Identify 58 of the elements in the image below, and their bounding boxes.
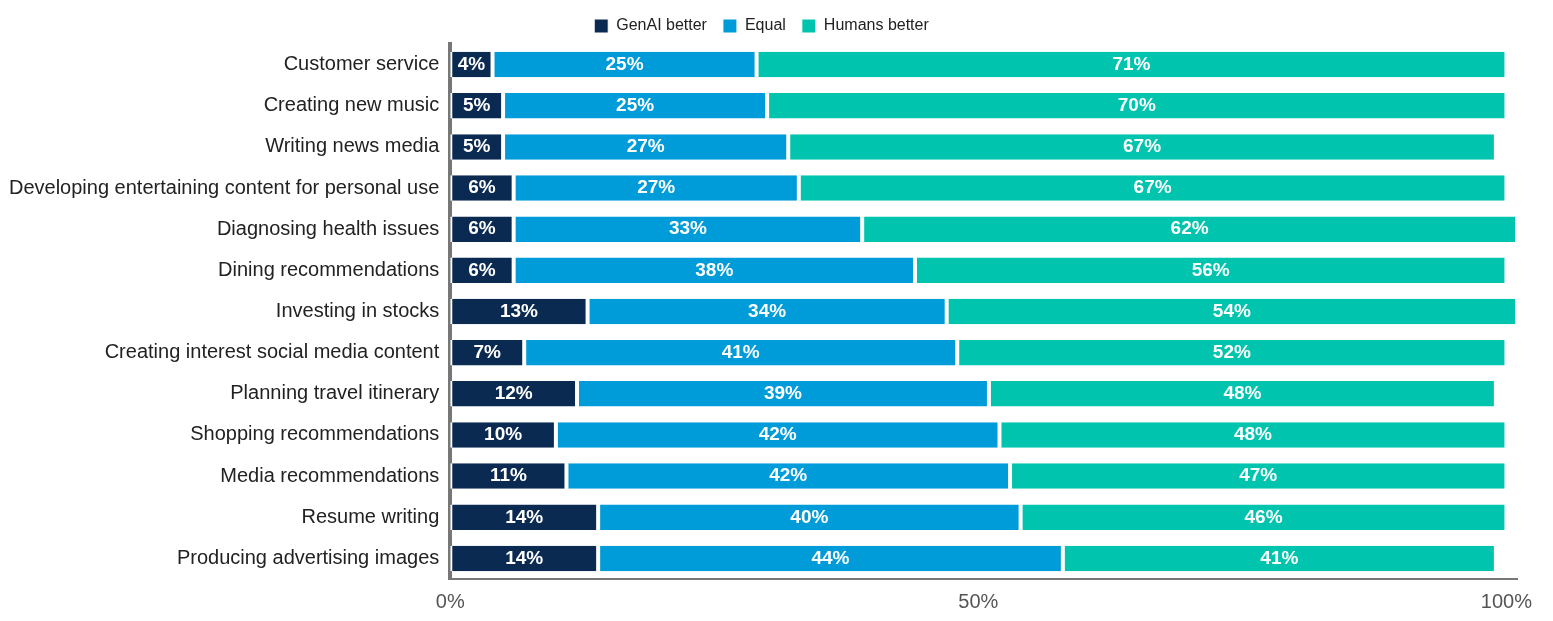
- data-label: 12%: [494, 382, 533, 404]
- x-tick-label: 100%: [1480, 589, 1533, 612]
- data-label: 5%: [462, 135, 491, 157]
- data-label: 38%: [695, 258, 734, 280]
- data-label: 25%: [605, 52, 644, 74]
- data-label: 4%: [457, 52, 486, 74]
- y-tick-label: Creating interest social media content: [104, 340, 440, 363]
- data-label: 6%: [468, 176, 496, 198]
- data-label: 25%: [616, 93, 655, 115]
- y-tick-label: Producing advertising images: [176, 545, 440, 568]
- data-label: 41%: [1260, 546, 1299, 568]
- y-tick-label: Resume writing: [301, 504, 440, 527]
- data-label: 34%: [748, 299, 787, 321]
- y-tick-label: Customer service: [283, 52, 440, 75]
- data-label: 52%: [1212, 340, 1251, 362]
- legend-label: Equal: [744, 16, 786, 34]
- y-tick-label: Writing news media: [265, 134, 441, 157]
- data-label: 14%: [505, 546, 544, 568]
- data-label: 70%: [1117, 93, 1156, 115]
- data-label: 7%: [473, 340, 502, 362]
- data-label: 6%: [468, 258, 496, 280]
- data-label: 67%: [1133, 176, 1172, 198]
- data-label: 6%: [468, 217, 496, 239]
- data-label: 42%: [758, 423, 797, 445]
- y-tick-label: Diagnosing health issues: [216, 216, 440, 239]
- y-tick-label: Creating new music: [263, 93, 440, 116]
- y-tick-label: Shopping recommendations: [190, 422, 440, 445]
- data-label: 47%: [1239, 464, 1278, 486]
- data-label: 62%: [1170, 217, 1209, 239]
- data-label: 39%: [763, 382, 803, 404]
- data-label: 48%: [1223, 382, 1262, 404]
- y-tick-label: Investing in stocks: [275, 299, 440, 322]
- data-label: 71%: [1112, 52, 1151, 74]
- data-label: 13%: [499, 299, 539, 321]
- y-tick-label: Dining recommendations: [218, 257, 440, 280]
- data-label: 67%: [1123, 135, 1162, 157]
- data-label: 5%: [462, 93, 491, 115]
- y-tick-label: Planning travel itinerary: [230, 381, 440, 404]
- data-label: 48%: [1233, 423, 1273, 445]
- x-tick-label: 50%: [958, 589, 999, 612]
- y-tick-label: Media recommendations: [220, 463, 440, 486]
- data-label: 10%: [484, 423, 523, 445]
- data-label: 41%: [721, 340, 760, 362]
- legend-label: GenAI better: [616, 16, 708, 34]
- legend-label: Humans better: [823, 16, 930, 34]
- data-label: 11%: [489, 464, 527, 486]
- y-tick-label: Developing entertaining content for personal use: [8, 175, 440, 198]
- x-tick-label: 0%: [435, 589, 465, 612]
- data-label: 46%: [1244, 505, 1283, 527]
- data-label: 54%: [1212, 299, 1251, 321]
- data-label: 42%: [769, 464, 808, 486]
- data-label: 44%: [811, 546, 850, 568]
- data-label: 27%: [637, 176, 676, 198]
- data-label: 27%: [626, 135, 665, 157]
- data-label: 56%: [1191, 258, 1230, 280]
- data-label: 14%: [505, 505, 544, 527]
- data-label: 40%: [790, 505, 829, 527]
- data-label: 33%: [668, 217, 708, 239]
